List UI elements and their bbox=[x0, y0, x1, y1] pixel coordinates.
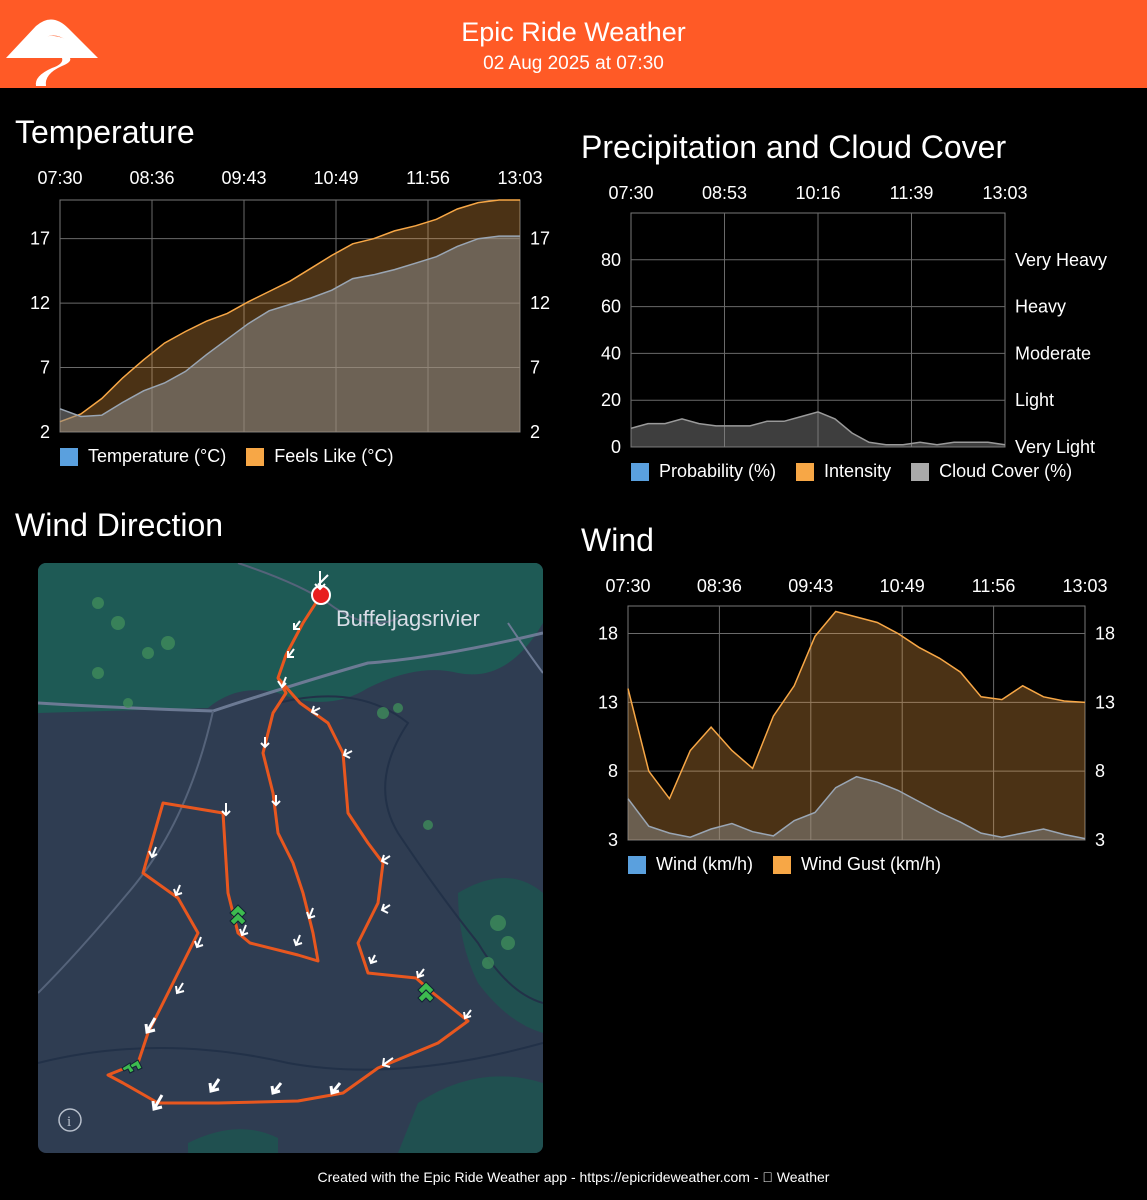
y-tick-label: 60 bbox=[601, 297, 621, 317]
y-tick-label-right: Very Light bbox=[1015, 437, 1095, 457]
y-tick-label: 40 bbox=[601, 343, 621, 363]
precipitation-title: Precipitation and Cloud Cover bbox=[581, 129, 1007, 165]
x-tick-label: 13:03 bbox=[497, 168, 542, 188]
x-tick-label: 11:56 bbox=[972, 576, 1016, 596]
x-tick-label: 08:36 bbox=[697, 576, 742, 596]
wind-line bbox=[627, 775, 1086, 840]
y-tick-label-right: 3 bbox=[1095, 830, 1105, 850]
y-tick-label-right: 18 bbox=[1095, 624, 1115, 644]
precipitation-legend: Probability (%) Intensity Cloud Cover (%… bbox=[631, 461, 1092, 482]
y-tick-label-right: 2 bbox=[530, 422, 540, 442]
y-tick-label-right: Light bbox=[1015, 390, 1054, 410]
y-tick-label-right: 7 bbox=[530, 358, 540, 378]
x-tick-label: 07:30 bbox=[608, 183, 653, 203]
y-tick-label: 3 bbox=[608, 830, 618, 850]
y-tick-label: 0 bbox=[611, 437, 621, 457]
y-tick-label: 13 bbox=[598, 692, 618, 712]
temperature-line bbox=[59, 235, 520, 418]
x-tick-label: 13:03 bbox=[982, 183, 1027, 203]
y-tick-label: 7 bbox=[40, 358, 50, 378]
legend-swatch bbox=[796, 462, 815, 481]
y-tick-label-right: Moderate bbox=[1015, 343, 1091, 363]
legend-item-wind-gust: Wind Gust (km/h) bbox=[773, 854, 941, 875]
x-tick-label: 07:30 bbox=[605, 576, 650, 596]
y-tick-label: 17 bbox=[30, 229, 50, 249]
wind-chart: 07:30 08:36 09:43 10:49 11:56 13:03 3 3 8 8 13 13 18… bbox=[598, 576, 1115, 850]
y-tick-label-right: Heavy bbox=[1015, 297, 1066, 317]
legend-label: Probability (%) bbox=[659, 461, 777, 481]
temperature-legend: Temperature (°C) Feels Like (°C) bbox=[60, 446, 413, 467]
app-header: Epic Ride Weather 02 Aug 2025 at 07:30 bbox=[0, 0, 1147, 88]
legend-label: Intensity bbox=[824, 461, 892, 481]
svg-text:i: i bbox=[67, 1114, 71, 1130]
tailwind-chevron-icon bbox=[121, 904, 435, 1074]
footer-credit[interactable]: Created with the Epic Ride Weather app -… bbox=[317, 1169, 763, 1185]
wind-title: Wind bbox=[581, 522, 654, 558]
ride-datetime: 02 Aug 2025 at 07:30 bbox=[483, 53, 664, 74]
temperature-chart: 07:30 08:36 09:43 10:49 11:56 13:03 2 2 7 7 12 12 17… bbox=[30, 168, 550, 442]
x-tick-label: 10:16 bbox=[795, 183, 840, 203]
y-tick-label-right: 13 bbox=[1095, 692, 1115, 712]
x-tick-label: 08:36 bbox=[129, 168, 174, 188]
y-tick-label: 2 bbox=[40, 422, 50, 442]
wind-direction-title: Wind Direction bbox=[15, 507, 224, 543]
x-tick-label: 10:49 bbox=[313, 168, 358, 188]
x-tick-label: 11:56 bbox=[406, 168, 450, 188]
x-tick-label: 13:03 bbox=[1062, 576, 1107, 596]
legend-swatch bbox=[911, 462, 930, 481]
wind-direction-map[interactable]: Buffeljagsrivier i bbox=[38, 563, 543, 1153]
legend-item-temperature: Temperature (°C) bbox=[60, 446, 226, 467]
y-tick-label-right: Very Heavy bbox=[1015, 250, 1107, 270]
legend-item-cloud-cover: Cloud Cover (%) bbox=[911, 461, 1072, 482]
legend-swatch bbox=[628, 855, 646, 874]
cloud-cover-line bbox=[630, 411, 1006, 446]
app-title: Epic Ride Weather bbox=[461, 17, 686, 47]
temperature-title: Temperature bbox=[15, 114, 195, 150]
map-place-label: Buffeljagsrivier bbox=[336, 606, 480, 631]
legend-item-intensity: Intensity bbox=[796, 461, 891, 482]
wind-legend: Wind (km/h) Wind Gust (km/h) bbox=[628, 854, 961, 875]
legend-swatch bbox=[773, 855, 792, 874]
x-tick-label: 08:53 bbox=[702, 183, 747, 203]
precipitation-chart: 07:30 08:53 10:16 11:39 13:03 0 Very Light 20 Li… bbox=[601, 183, 1107, 457]
legend-item-probability: Probability (%) bbox=[631, 461, 776, 482]
legend-label: Temperature (°C) bbox=[88, 446, 227, 466]
y-tick-label: 20 bbox=[601, 390, 621, 410]
x-tick-label: 10:49 bbox=[880, 576, 925, 596]
y-tick-label-right: 12 bbox=[530, 293, 550, 313]
feels-like-line bbox=[59, 199, 520, 423]
info-icon[interactable]: i bbox=[58, 1108, 82, 1132]
legend-label: Wind (km/h) bbox=[656, 854, 754, 874]
legend-item-wind: Wind (km/h) bbox=[628, 854, 753, 875]
y-tick-label: 18 bbox=[598, 624, 618, 644]
x-tick-label: 09:43 bbox=[221, 168, 266, 188]
map-canvas: Buffeljagsrivier i bbox=[38, 563, 543, 1153]
legend-label: Cloud Cover (%) bbox=[939, 461, 1073, 481]
y-tick-label-right: 8 bbox=[1095, 761, 1105, 781]
legend-label: Feels Like (°C) bbox=[274, 446, 394, 466]
wind-gust-area bbox=[628, 611, 1085, 840]
apple-logo-icon:  bbox=[762, 1169, 776, 1185]
y-tick-label: 80 bbox=[601, 250, 621, 270]
footer: Created with the Epic Ride Weather app -… bbox=[0, 1169, 1147, 1185]
legend-label: Wind Gust (km/h) bbox=[801, 854, 942, 874]
footer-weather-label: Weather bbox=[769, 1169, 830, 1185]
legend-swatch bbox=[631, 462, 649, 481]
legend-item-feels-like: Feels Like (°C) bbox=[246, 446, 393, 467]
wind-area bbox=[628, 776, 1085, 840]
x-tick-label: 11:39 bbox=[890, 183, 934, 203]
legend-swatch bbox=[246, 447, 265, 466]
x-tick-label: 09:43 bbox=[788, 576, 833, 596]
cloud-cover-area bbox=[631, 411, 1005, 447]
y-tick-label: 12 bbox=[30, 293, 50, 313]
legend-swatch bbox=[60, 447, 78, 466]
mountain-road-logo-icon bbox=[6, 19, 98, 86]
y-tick-label: 8 bbox=[608, 761, 618, 781]
y-tick-label-right: 17 bbox=[530, 229, 550, 249]
wind-arrow-icon bbox=[144, 571, 472, 1111]
wind-gust-line bbox=[627, 610, 1086, 801]
temperature-area bbox=[60, 236, 520, 432]
x-tick-label: 07:30 bbox=[37, 168, 82, 188]
